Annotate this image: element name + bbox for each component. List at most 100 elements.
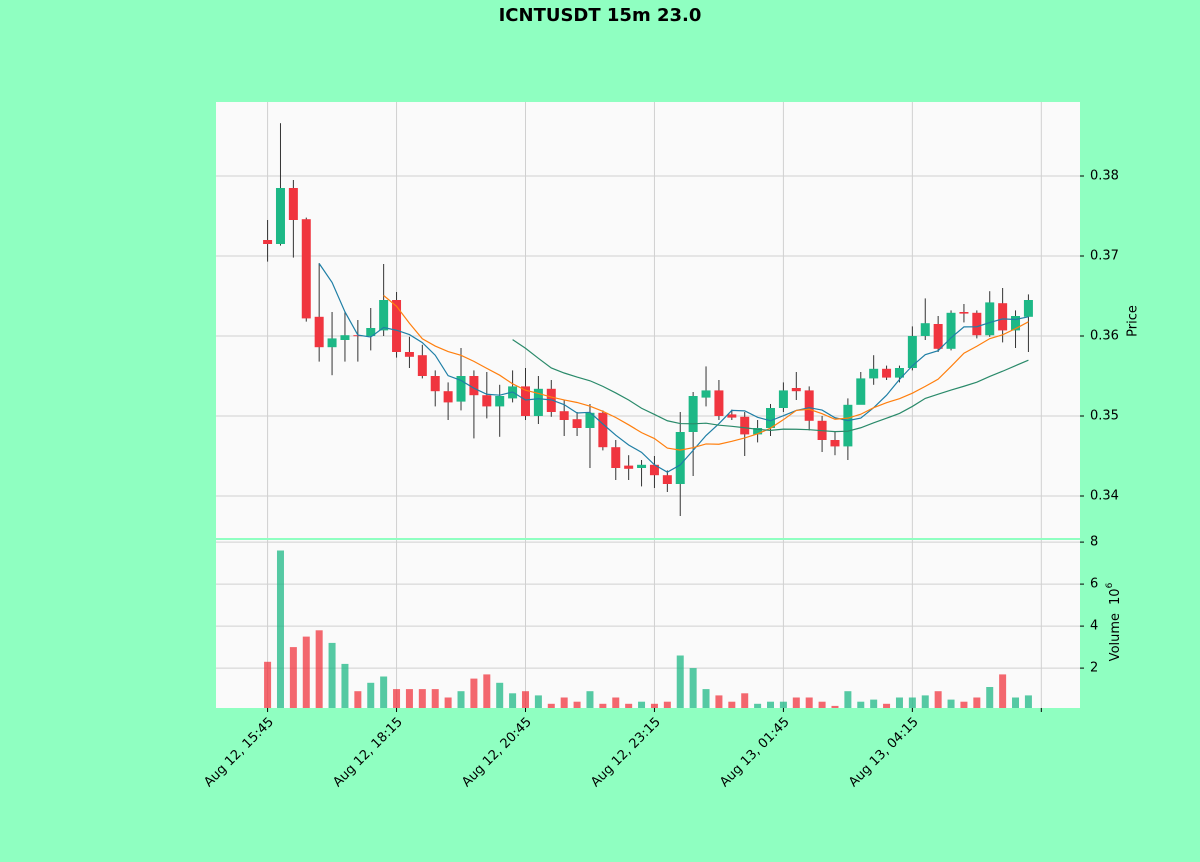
volume-bar bbox=[999, 674, 1007, 708]
volume-bar bbox=[496, 682, 504, 708]
volume-bar bbox=[844, 691, 852, 708]
moving-average-line bbox=[512, 339, 1029, 433]
candle-body bbox=[637, 464, 647, 468]
candle-body bbox=[778, 390, 788, 408]
candle-body bbox=[263, 240, 273, 244]
volume-bar bbox=[676, 655, 684, 708]
volume-bar bbox=[1012, 697, 1020, 708]
candle-body bbox=[533, 388, 543, 416]
moving-average-line bbox=[318, 263, 1029, 473]
y-tick-label: 0.34 bbox=[1090, 489, 1119, 504]
candle-body bbox=[404, 352, 414, 357]
candle-body bbox=[611, 447, 621, 468]
candle-body bbox=[598, 412, 608, 448]
candle-body bbox=[314, 316, 324, 348]
volume-bar bbox=[728, 701, 736, 708]
volume-bar bbox=[328, 642, 336, 708]
volume-bar bbox=[805, 697, 813, 708]
volume-bar bbox=[470, 678, 478, 708]
volume-bar bbox=[638, 701, 646, 708]
volume-bar bbox=[276, 550, 284, 708]
volume-axis-label: Volume 106 bbox=[1105, 582, 1123, 661]
volume-bar bbox=[431, 689, 439, 708]
candle-body bbox=[662, 475, 672, 484]
y-axis-label: Price bbox=[1126, 305, 1141, 337]
candle-body bbox=[327, 338, 337, 348]
volume-bar bbox=[509, 693, 517, 708]
volume-bar bbox=[702, 689, 710, 708]
volume-bar bbox=[754, 703, 762, 708]
candle-body bbox=[1023, 300, 1033, 317]
volume-bar bbox=[650, 703, 658, 708]
moving-average-line bbox=[383, 295, 1029, 451]
candle-body bbox=[443, 391, 453, 403]
volume-tick-label: 2 bbox=[1090, 661, 1098, 676]
candle-body bbox=[585, 412, 595, 428]
candle-body bbox=[714, 390, 724, 416]
volume-bar bbox=[457, 691, 465, 708]
volume-bar bbox=[560, 697, 568, 708]
volume-bar bbox=[870, 699, 878, 708]
volume-bar bbox=[341, 663, 349, 708]
candle-body bbox=[830, 440, 840, 447]
volume-bar bbox=[895, 697, 903, 708]
volume-bar bbox=[264, 661, 272, 708]
volume-bar bbox=[934, 691, 942, 708]
volume-bar bbox=[380, 676, 388, 708]
volume-tick-label: 6 bbox=[1090, 577, 1098, 592]
candle-body bbox=[998, 303, 1008, 331]
volume-bar bbox=[547, 703, 555, 708]
volume-bar bbox=[534, 695, 542, 708]
volume-bar bbox=[960, 701, 968, 708]
volume-bar bbox=[921, 695, 929, 708]
candle-body bbox=[946, 312, 956, 349]
candle-body bbox=[701, 390, 711, 398]
volume-bar bbox=[393, 689, 401, 708]
candle-body bbox=[791, 388, 801, 392]
volume-bar bbox=[741, 693, 749, 708]
volume-bar bbox=[483, 674, 491, 708]
candle-body bbox=[366, 328, 376, 336]
candle-body bbox=[430, 376, 440, 392]
candle-body bbox=[288, 188, 298, 220]
y-tick-label: 0.36 bbox=[1090, 329, 1119, 344]
candle-body bbox=[379, 300, 389, 331]
candle-body bbox=[856, 378, 866, 405]
candle-body bbox=[753, 428, 763, 435]
volume-bar bbox=[715, 695, 723, 708]
volume-bar bbox=[779, 701, 787, 708]
volume-bar bbox=[831, 705, 839, 708]
candle-body bbox=[675, 432, 685, 484]
volume-tick-label: 4 bbox=[1090, 619, 1098, 634]
candle-body bbox=[495, 396, 505, 407]
volume-bar bbox=[367, 682, 375, 708]
volume-bar bbox=[857, 701, 865, 708]
candle-body bbox=[907, 336, 917, 368]
candle-body bbox=[920, 323, 930, 336]
y-tick-label: 0.38 bbox=[1090, 169, 1119, 184]
volume-bar bbox=[302, 636, 310, 708]
candle-body bbox=[392, 300, 402, 352]
volume-unit: 10 bbox=[1108, 588, 1123, 605]
volume-bar bbox=[444, 697, 452, 708]
candle-body bbox=[959, 312, 969, 314]
candle-body bbox=[766, 408, 776, 428]
volume-bar bbox=[947, 699, 955, 708]
price-panel bbox=[216, 102, 1080, 538]
candle-body bbox=[275, 188, 285, 244]
volume-bar bbox=[883, 703, 891, 708]
candle-body bbox=[624, 465, 634, 469]
volume-bar bbox=[792, 697, 800, 708]
candle-body bbox=[882, 368, 892, 378]
candle-body bbox=[353, 335, 363, 337]
candle-body bbox=[894, 368, 904, 378]
volume-bar bbox=[973, 697, 981, 708]
candle-body bbox=[804, 390, 814, 421]
candle-body bbox=[301, 219, 311, 319]
volume-label: Volume bbox=[1108, 613, 1123, 661]
candle-body bbox=[869, 368, 879, 379]
volume-bar bbox=[521, 691, 529, 708]
volume-bar bbox=[689, 668, 697, 708]
volume-bar bbox=[599, 703, 607, 708]
candle-body bbox=[1011, 316, 1021, 331]
